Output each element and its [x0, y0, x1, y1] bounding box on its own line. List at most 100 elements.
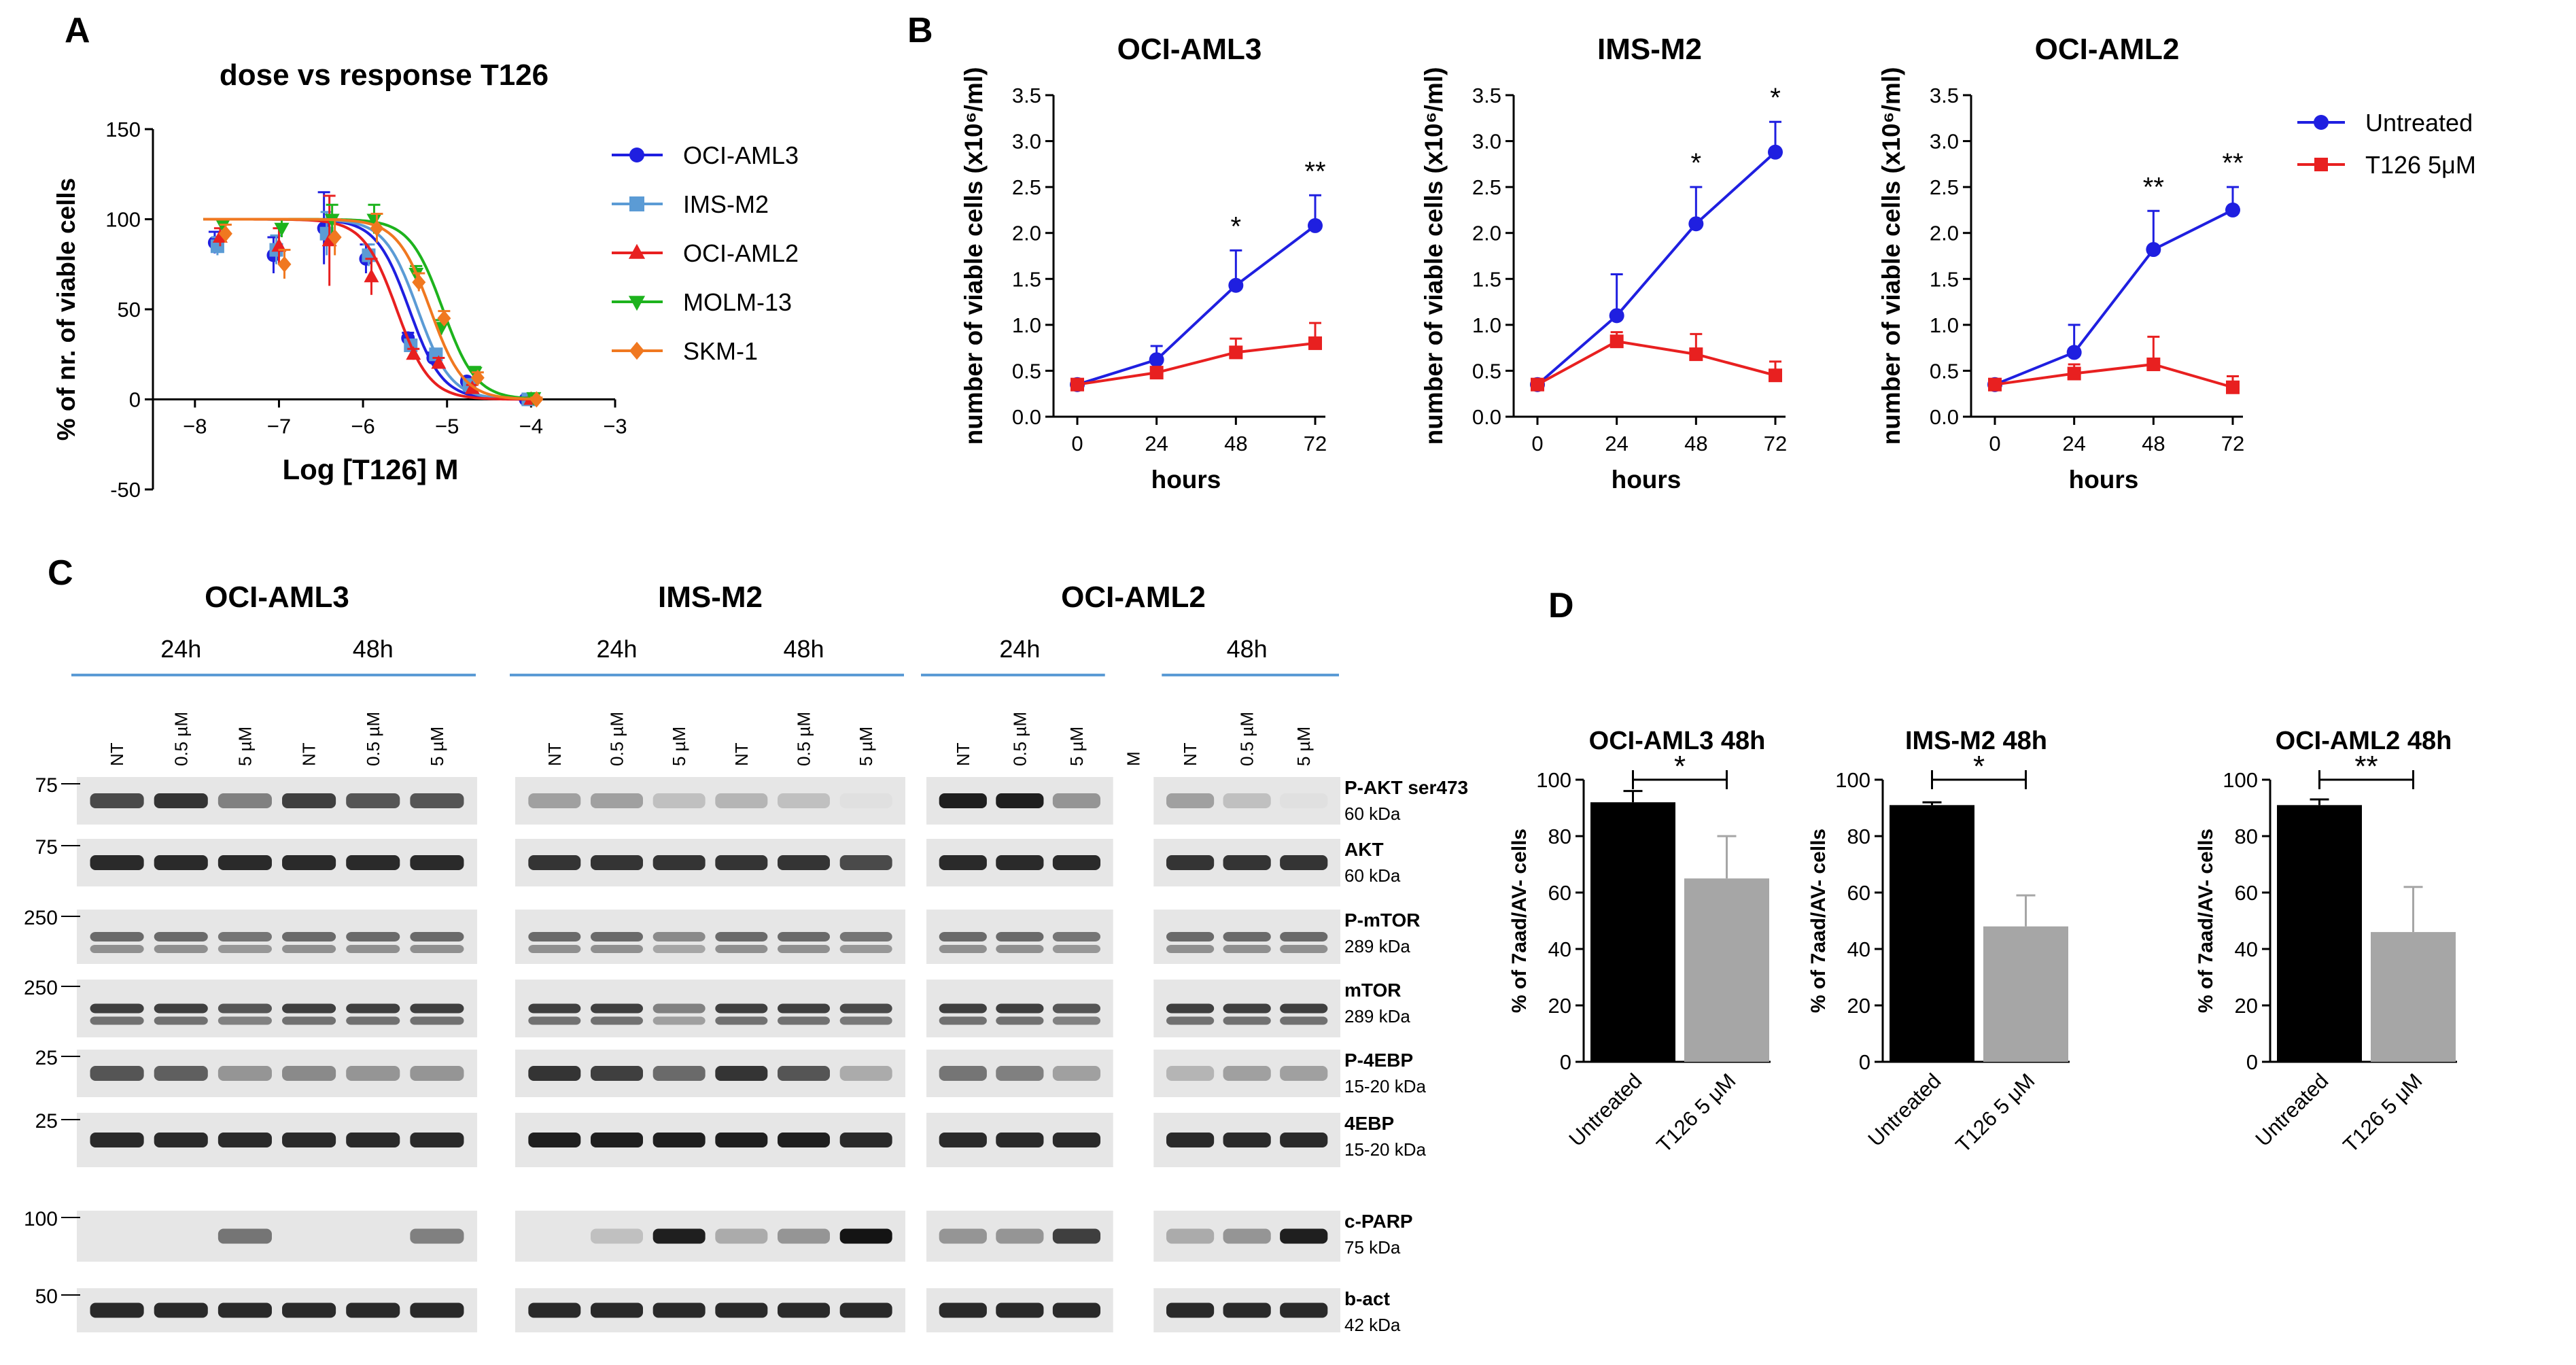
y-tick-label: 0.5: [1930, 359, 1959, 383]
data-point-skm-1: [470, 369, 485, 386]
x-tick-label: −8: [183, 415, 207, 438]
blot-band: [839, 855, 892, 870]
y-tick-label: 40: [1548, 937, 1571, 961]
blot-band: [1223, 1302, 1271, 1318]
blot-band: [1052, 932, 1101, 941]
blot-band-lower: [90, 945, 144, 953]
blot-band: [90, 855, 144, 870]
blot-band: [282, 1066, 336, 1081]
blot-protein-label: b-act: [1344, 1288, 1390, 1309]
blot-band: [90, 932, 144, 941]
y-tick-label: 3.0: [1012, 130, 1041, 154]
y-tick-label: 3.5: [1930, 84, 1959, 107]
significance-mark: *: [1973, 750, 1985, 783]
blot-band-lower: [715, 945, 768, 953]
data-point-skm-1: [218, 225, 232, 242]
blot-kda-label: 289 kDa: [1344, 936, 1410, 956]
blot-band: [1223, 793, 1271, 808]
blot-band: [528, 855, 581, 870]
y-axis-label: number of viable cells (x10⁶/ml): [1420, 67, 1448, 445]
y-tick-label: 1.5: [1930, 267, 1959, 291]
blot-band: [1280, 1228, 1328, 1244]
data-point-untreated: [1688, 216, 1704, 232]
blot-band: [839, 1066, 892, 1081]
y-tick-label: 0: [1560, 1050, 1571, 1074]
blot-band-lower: [839, 945, 892, 953]
blot-band-lower: [778, 945, 830, 953]
legend-marker: [628, 243, 646, 259]
timepoint-label: 48h: [1227, 635, 1268, 663]
blot-band: [1280, 1003, 1328, 1014]
legend-marker: [2314, 158, 2328, 171]
blot-band: [939, 1003, 987, 1014]
blot-band: [996, 855, 1044, 870]
bar-untreated: [1590, 802, 1675, 1062]
y-tick-label: 0.0: [1012, 405, 1041, 429]
y-tick-label: 1.0: [1472, 313, 1501, 337]
blot-group-title: IMS-M2: [658, 581, 763, 614]
blot-kda-label: 15-20 kDa: [1344, 1076, 1426, 1096]
y-tick-label: 150: [105, 118, 141, 141]
lane-label: 5 µM: [234, 727, 255, 766]
x-tick-label: 0: [1531, 432, 1543, 455]
y-tick-label: 2.5: [1930, 175, 1959, 199]
blot-band: [528, 932, 581, 941]
bar-t126: [2371, 932, 2456, 1062]
y-tick-label: 40: [1847, 937, 1870, 961]
blot-band: [154, 932, 208, 941]
blot-band: [1223, 1003, 1271, 1014]
blot-band: [1166, 855, 1215, 870]
blot-band-lower: [90, 1016, 144, 1025]
blot-protein-label: AKT: [1344, 839, 1384, 860]
legend-marker: [2314, 115, 2329, 130]
blot-band-lower: [778, 1016, 830, 1025]
blot-band: [1223, 855, 1271, 870]
blot-band-lower: [652, 1016, 706, 1025]
blot-band: [996, 1302, 1044, 1318]
blot-band: [1223, 932, 1271, 941]
blot-protein-label: P-AKT ser473: [1344, 777, 1468, 798]
blot-band-lower: [1052, 945, 1101, 953]
legend-label: Untreated: [2365, 109, 2473, 137]
blot-protein-label: mTOR: [1344, 980, 1402, 1001]
mw-marker-label: 250: [24, 977, 58, 999]
blot-band: [652, 932, 706, 941]
blot-protein-label: P-mTOR: [1344, 910, 1421, 931]
chart-d2: IMS-M2 48h 0 20 40 60 80 100 % of 7aad/AV- cell…: [1807, 727, 2070, 1157]
data-point-skm-1: [437, 310, 451, 327]
blot-band: [528, 1133, 581, 1147]
blot-band-lower: [839, 1016, 892, 1025]
panel-letter-c: C: [48, 553, 73, 593]
chart-b1: OCI-AML3 0.0 0.5 1.0 1.5 2.0 2.5 3.0 3.5 0 24 48 72 h…: [960, 33, 1327, 494]
y-tick-label: 3.0: [1472, 130, 1501, 154]
blot-band: [778, 1066, 830, 1081]
blot-band: [90, 1003, 144, 1014]
data-point-skm-1: [529, 391, 544, 408]
y-tick-label: 60: [1548, 881, 1571, 905]
blot-band: [1280, 1133, 1328, 1147]
blot-band: [591, 1066, 643, 1081]
x-tick-label: 48: [2142, 432, 2165, 455]
x-axis-label: hours: [1151, 466, 1221, 494]
blot-band-lower: [652, 945, 706, 953]
lane-label: 5 µM: [427, 727, 447, 766]
blot-band-lower: [591, 945, 643, 953]
blot-band: [1223, 1133, 1271, 1147]
blot-band: [996, 1133, 1044, 1147]
mw-marker-label: 250: [24, 907, 58, 929]
y-tick-label: 20: [1847, 994, 1870, 1018]
blot-band: [715, 855, 768, 870]
blot-band: [346, 1302, 400, 1318]
data-point-t126: [1609, 334, 1624, 349]
lane-label: NT: [731, 742, 752, 766]
x-tick-label: 0: [1071, 432, 1083, 455]
blot-band: [839, 1133, 892, 1147]
lane-label: 5 µM: [1066, 727, 1087, 766]
lane-label: 0.5 µM: [363, 712, 383, 766]
chart-d1: OCI-AML3 48h 0 20 40 60 80 100 % of 7aad/AV- ce…: [1508, 727, 1771, 1157]
blot-band: [839, 1302, 892, 1318]
blot-band: [652, 1302, 706, 1318]
blot-band: [996, 793, 1044, 808]
